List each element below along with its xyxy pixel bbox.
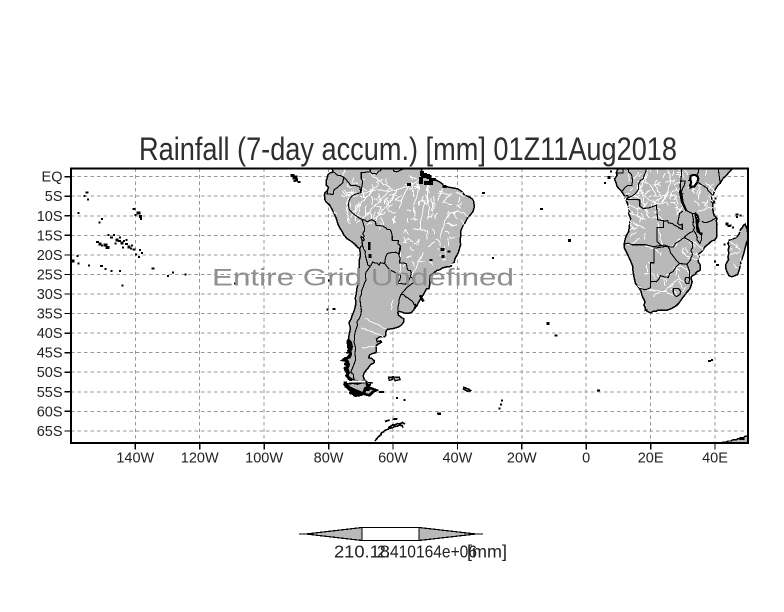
- svg-text:40W: 40W: [442, 451, 472, 467]
- svg-text:Rainfall (7-day accum.) [mm] 0: Rainfall (7-day accum.) [mm] 01Z11Aug201…: [139, 131, 677, 167]
- svg-text:35S: 35S: [37, 307, 63, 323]
- svg-text:140W: 140W: [116, 451, 154, 467]
- svg-text:60W: 60W: [378, 451, 408, 467]
- svg-text:[mm]: [mm]: [467, 542, 507, 562]
- svg-text:20E: 20E: [638, 451, 664, 467]
- svg-text:210.18: 210.18: [334, 542, 390, 562]
- svg-text:60S: 60S: [37, 404, 63, 420]
- svg-text:2.410164e+06: 2.410164e+06: [377, 542, 477, 562]
- svg-text:20S: 20S: [37, 248, 63, 264]
- svg-text:EQ: EQ: [42, 170, 63, 186]
- svg-text:45S: 45S: [37, 346, 63, 362]
- svg-text:0: 0: [582, 451, 590, 467]
- svg-text:50S: 50S: [37, 365, 63, 381]
- svg-text:30S: 30S: [37, 287, 63, 303]
- svg-text:Entire Grid Undefined: Entire Grid Undefined: [212, 265, 514, 292]
- svg-text:120W: 120W: [181, 451, 219, 467]
- svg-text:5S: 5S: [45, 189, 63, 205]
- svg-text:55S: 55S: [37, 385, 63, 401]
- svg-text:80W: 80W: [314, 451, 344, 467]
- svg-text:25S: 25S: [37, 267, 63, 283]
- svg-text:40E: 40E: [702, 451, 728, 467]
- svg-text:15S: 15S: [37, 228, 63, 244]
- svg-text:20W: 20W: [507, 451, 537, 467]
- svg-text:10S: 10S: [37, 209, 63, 225]
- svg-text:40S: 40S: [37, 326, 63, 342]
- svg-text:100W: 100W: [245, 451, 283, 467]
- svg-text:65S: 65S: [37, 424, 63, 440]
